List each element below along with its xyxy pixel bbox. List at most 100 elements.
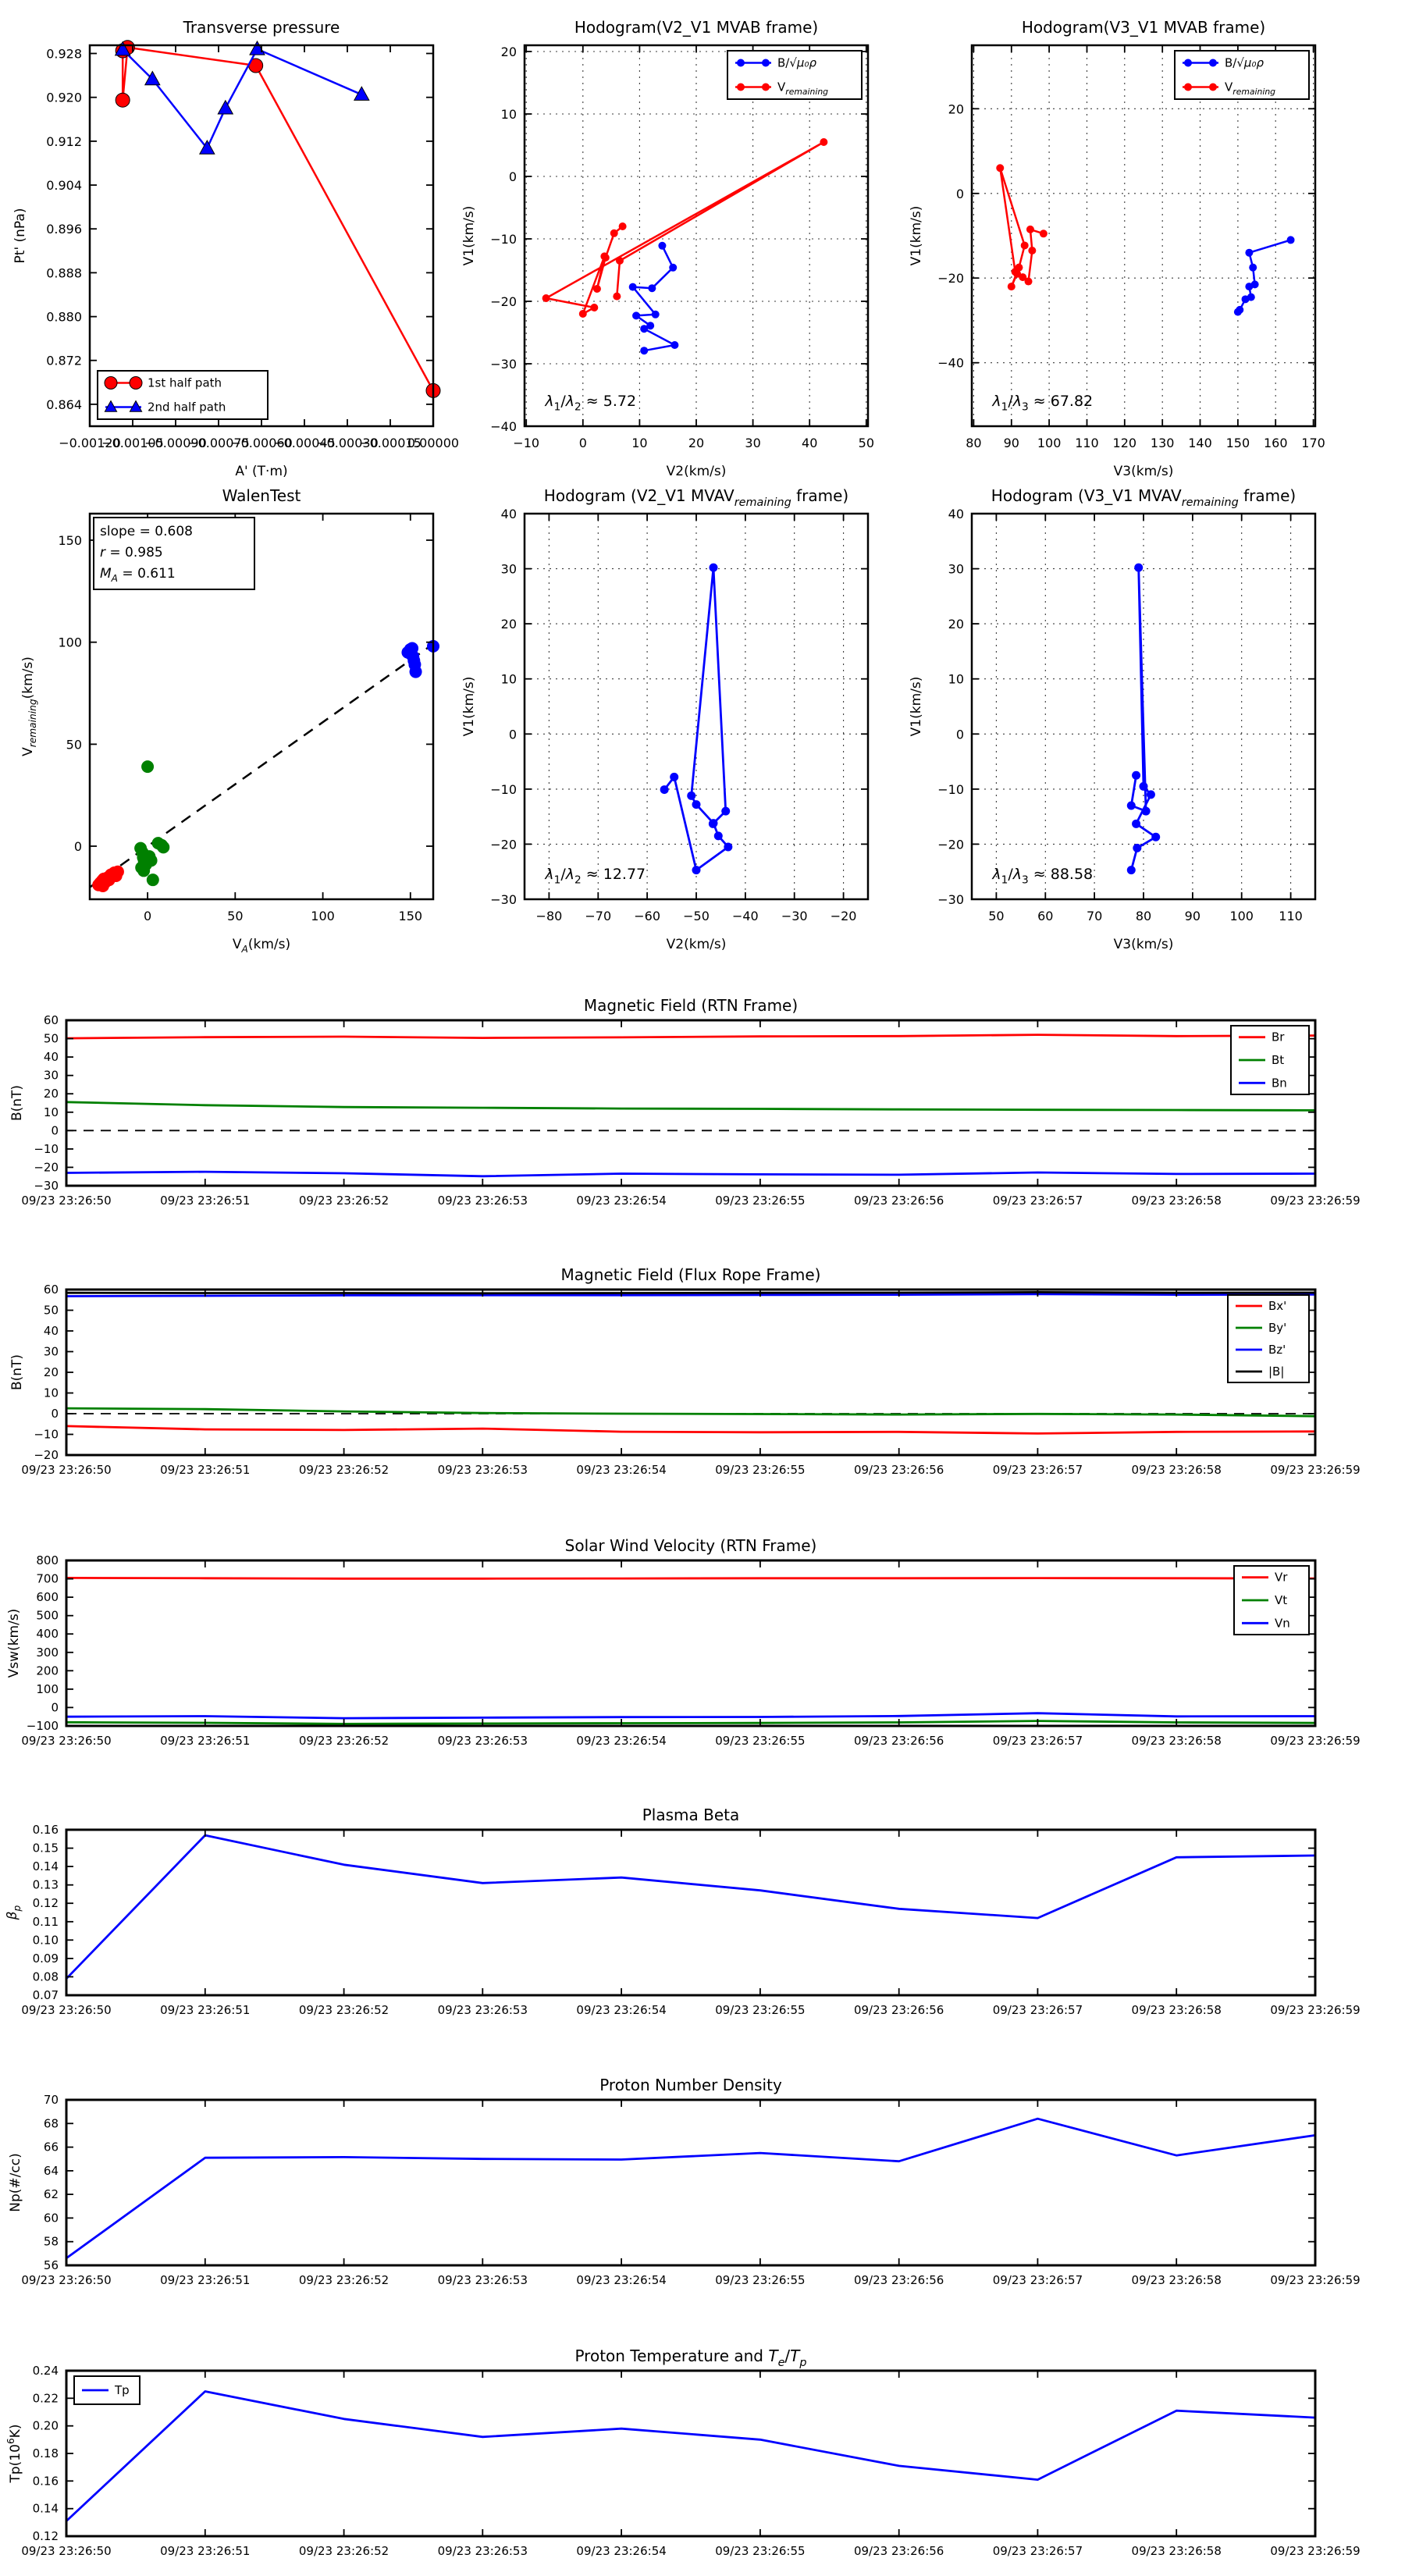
y-tick-label: 800 [36,1553,59,1567]
y-tick-label: 20 [44,1087,59,1101]
dot-marker [157,841,170,854]
x-tick-label: 09/23 23:26:54 [576,1734,666,1748]
dot-marker [692,866,701,875]
x-axis-label: VA(km/s) [233,937,290,955]
circle-marker [104,376,118,390]
y-tick-label: −20 [34,1448,59,1462]
y-tick-label: −20 [490,837,517,852]
axes-bg [972,45,1315,426]
y-tick-label: 40 [44,1324,59,1338]
y-tick-label: 0.07 [33,1988,59,2002]
dot-marker [1249,263,1257,272]
dot-marker [1233,308,1242,316]
chart-title: Magnetic Field (RTN Frame) [584,996,798,1015]
axes-border [970,512,1317,901]
magnetic-field-flux-rope: 09/23 23:26:50 09/23 23:26:51 09/23 23:26:… [9,1265,1361,1477]
x-tick-label: 90 [1004,436,1019,450]
y-tick-label: 56 [44,2258,59,2272]
x-axis-label: A' (T·m) [235,464,287,479]
dot-marker [144,854,158,867]
dot-marker [1184,83,1192,91]
y-tick-label: 40 [501,507,517,521]
y-tick-label: 30 [44,1069,59,1083]
series-line-0 [66,2117,1316,2260]
dot-marker [615,257,624,265]
axes-bg [66,1290,1315,1455]
dot-marker [1132,819,1141,828]
dot-marker [1019,273,1027,282]
dot-marker [713,831,723,841]
x-tick-label: 09/23 23:26:53 [438,2003,528,2017]
x-tick-label: 100 [1229,909,1254,923]
x-tick-label: 09/23 23:26:51 [160,2544,250,2558]
series-line-2 [66,1293,1316,1297]
axes-border [523,44,870,428]
dot-marker [660,785,669,795]
plasma-beta: 09/23 23:26:50 09/23 23:26:51 09/23 23:26:… [5,1806,1361,2017]
x-tick-label: 09/23 23:26:55 [715,1463,805,1477]
series-line-1 [66,1720,1316,1725]
dot-marker [1134,563,1144,572]
axes-border [65,1019,1317,1187]
x-tick-label: 09/23 23:26:53 [438,1194,528,1208]
x-tick-label: 09/23 23:26:59 [1270,1734,1360,1748]
x-axis-label: V2(km/s) [667,464,727,479]
x-tick-label: −0.00090 [144,436,207,450]
legend-box [1227,1294,1310,1383]
x-tick-label: 09/23 23:26:58 [1132,1734,1222,1748]
y-tick-label: 0.888 [46,265,82,280]
series-line-0 [66,2390,1316,2522]
stats-line: slope = 0.608 [100,524,193,539]
y-tick-label: 0.12 [33,1896,59,1910]
dot-marker [613,292,621,301]
triangle-marker [129,400,143,412]
y-tick-label: 0 [74,839,82,854]
x-tick-label: 09/23 23:26:50 [21,2544,111,2558]
y-axis-label: V1(km/s) [909,206,924,266]
dot-marker [592,285,601,293]
x-tick-label: −0.00075 [187,436,250,450]
dot-marker [640,325,649,333]
x-axis-label: V3(km/s) [1114,464,1174,479]
x-tick-label: 09/23 23:26:56 [854,1734,944,1748]
dot-marker [687,791,696,800]
x-tick-label: 60 [1037,909,1053,923]
y-tick-label: −20 [490,294,517,309]
y-tick-label: 0.11 [33,1915,59,1929]
y-tick-label: 40 [948,507,964,521]
x-tick-label: 09/23 23:26:57 [993,2003,1083,2017]
legend-label: Bx' [1268,1299,1286,1313]
dot-marker [651,310,660,318]
y-tick-label: 0.10 [33,1933,59,1947]
x-tick-label: −0.00030 [316,436,379,450]
dot-marker [1024,277,1033,286]
y-tick-label: 0.22 [33,2391,59,2405]
chart-title: Proton Number Density [599,2076,782,2094]
dot-marker [1245,248,1254,257]
x-tick-label: 110 [1075,436,1099,450]
axes-bg [525,514,868,899]
y-tick-label: 20 [948,101,964,116]
y-tick-label: 0 [51,1407,59,1421]
y-axis-label: B(nT) [9,1354,25,1390]
axes-bg [66,1560,1315,1726]
dot-marker [1141,806,1151,816]
y-tick-label: −20 [937,271,964,286]
dot-marker [590,304,599,311]
y-tick-label: −10 [34,1428,59,1442]
axes-border [65,1559,1317,1727]
x-tick-label: 09/23 23:26:59 [1270,2273,1360,2287]
dot-marker [1245,283,1254,291]
y-axis-label: Vsw(km/s) [6,1609,22,1678]
dot-marker [1139,781,1148,791]
dot-marker [709,563,718,572]
dot-marker [669,263,678,272]
dot-marker [1126,866,1136,875]
chart-title: Hodogram(V2_V1 MVAB frame) [574,18,818,37]
x-axis-label: V3(km/s) [1114,937,1174,952]
x-tick-label: −80 [536,909,563,923]
proton-number-density: 09/23 23:26:50 09/23 23:26:51 09/23 23:26:… [8,2076,1361,2287]
series-line-0 [89,642,434,888]
dot-marker [146,873,159,887]
